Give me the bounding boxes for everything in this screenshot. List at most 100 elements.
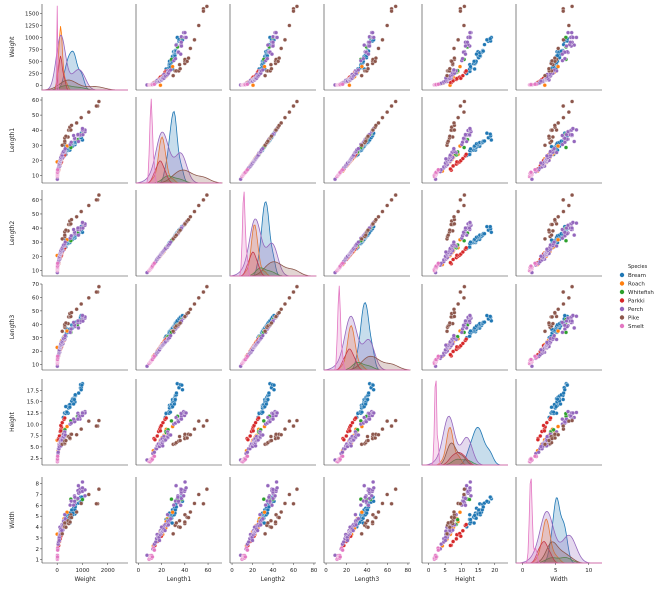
point-perch [563,57,567,61]
point-bream [468,245,472,249]
point-pike [553,56,557,60]
point-parkki [153,438,157,442]
point-pike [97,285,101,289]
point-pike [266,139,270,143]
point-pike [360,143,364,147]
point-pike [452,47,456,51]
point-pike [174,521,178,525]
point-perch [444,250,448,254]
point-perch [372,486,376,490]
point-perch [183,31,187,35]
point-pike [279,121,283,125]
point-pike [553,218,557,222]
point-perch [575,128,579,132]
point-perch [560,52,564,56]
point-pike [377,47,381,51]
x-tick-label: 60 [384,568,391,574]
point-perch [572,233,576,237]
point-perch [76,226,80,230]
point-pike [450,59,454,63]
y-axis-label-weight: Weight [9,36,16,58]
point-perch [566,410,570,414]
point-perch [464,503,468,507]
y-tick-label: 40 [32,226,39,232]
point-pike [390,104,394,108]
point-pike [287,110,291,114]
point-roach [263,510,267,514]
point-pike [366,63,370,67]
panel-length2-vs-length1 [136,190,222,276]
point-perch [357,147,361,151]
point-perch [572,326,576,330]
point-pike [263,532,267,536]
point-perch [560,321,564,325]
point-pike [377,121,381,125]
kde-perch [42,35,128,90]
point-perch [552,334,556,338]
panel-length2-vs-length2 [230,190,316,276]
point-pike [377,433,381,437]
x-tick-label: 80 [310,568,317,574]
point-parkki [155,434,159,438]
point-smelt [436,354,440,358]
y-tick-label: 12.5 [27,411,40,417]
point-perch [357,433,361,437]
x-tick-label: 20 [158,568,165,574]
point-bream [79,388,83,392]
point-pike [87,296,91,300]
point-pike [202,198,206,202]
point-perch [73,499,77,503]
y-tick-label: 50 [32,309,39,315]
point-pike [547,228,551,232]
point-pike [171,329,175,333]
y-tick-label: 500 [29,59,40,65]
point-pike [79,116,83,120]
point-pike [366,439,370,443]
point-bream [481,49,485,53]
point-perch [183,480,187,484]
point-pike [171,532,175,536]
y-tick-label: 4 [36,525,40,531]
point-pike [87,419,91,423]
point-pike [277,516,281,520]
point-bream [563,314,567,318]
point-pike [63,521,67,525]
point-perch [68,503,72,507]
point-pike [462,110,466,114]
point-pike [87,110,91,114]
point-pike [385,419,389,423]
point-bream [469,65,473,69]
point-perch [261,147,265,151]
point-pike [553,432,557,436]
point-perch [177,499,181,503]
point-perch [575,36,579,40]
point-roach [159,83,163,87]
point-pike [570,193,574,197]
point-pike [570,100,574,104]
point-perch [69,421,73,425]
point-bream [552,410,556,414]
point-pike [458,290,462,294]
point-perch [464,226,468,230]
point-pike [458,104,462,108]
point-perch [72,134,76,138]
point-perch [63,240,67,244]
point-pike [75,215,79,219]
point-perch [367,503,371,507]
panel-weight-vs-width [516,4,602,90]
point-pike [547,321,551,325]
point-perch [169,68,173,72]
point-smelt [246,454,250,458]
point-bream [472,59,476,63]
point-pike [205,193,209,197]
point-pike [462,193,466,197]
point-bream [473,67,477,71]
point-pike [178,228,182,232]
point-pike [295,100,299,104]
point-pike [551,229,555,233]
y-tick-label: 7.5 [30,434,39,440]
point-pike [462,24,466,28]
point-perch [69,327,73,331]
point-perch [169,433,173,437]
